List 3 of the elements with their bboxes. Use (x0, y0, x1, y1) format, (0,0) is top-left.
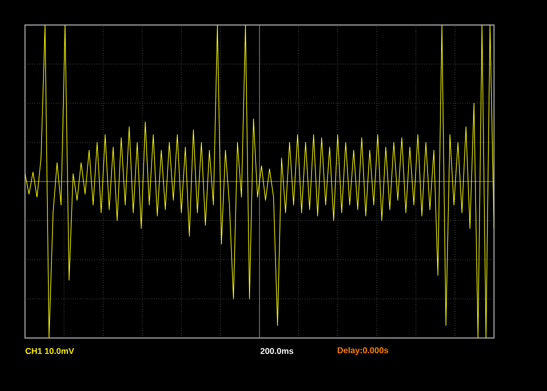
text: Delay:0.000s (338, 347, 388, 355)
text: 200.0ms (260, 348, 294, 354)
text: CH1 10.0mV (26, 348, 74, 354)
